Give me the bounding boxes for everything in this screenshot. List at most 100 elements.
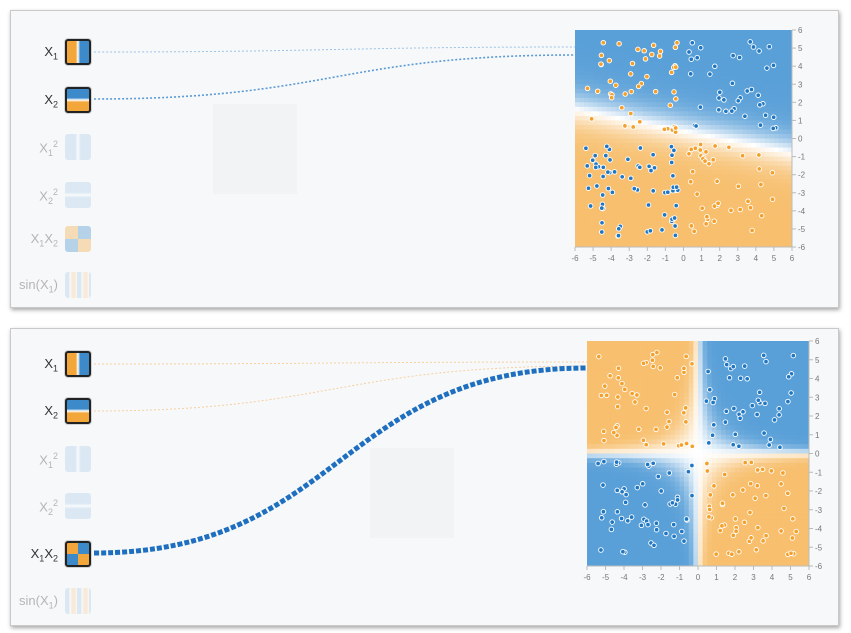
heatmap-cell xyxy=(698,355,704,361)
feature-toggle-x2[interactable] xyxy=(65,87,91,113)
heatmap-cell xyxy=(605,472,611,478)
heatmap-cell xyxy=(656,392,662,398)
heatmap-cell xyxy=(769,174,775,180)
feature-toggle-x1x2[interactable] xyxy=(65,226,91,252)
heatmap-cell xyxy=(728,237,734,244)
feature-toggle-x1[interactable] xyxy=(65,39,91,65)
heatmap-cell xyxy=(773,143,780,149)
feature-toggle-sin[interactable] xyxy=(65,272,91,298)
heatmap-cell xyxy=(670,519,676,525)
heatmap-cell xyxy=(620,161,626,167)
heatmap-cell xyxy=(593,79,599,85)
heatmap-cell xyxy=(693,556,699,562)
heatmap-cell xyxy=(769,133,775,140)
heatmap-cell xyxy=(767,537,773,544)
heatmap-cell xyxy=(647,416,653,422)
heatmap-cell xyxy=(728,30,734,36)
heatmap-cell xyxy=(746,156,752,162)
heatmap-cell xyxy=(642,70,648,76)
heatmap-cell xyxy=(716,434,722,441)
heatmap-cell xyxy=(782,138,789,144)
heatmap-cell xyxy=(611,156,617,162)
heatmap-cell xyxy=(742,161,748,167)
heatmap-cell xyxy=(721,453,727,459)
heatmap-cell xyxy=(710,52,716,58)
x-tick-label: -3 xyxy=(626,254,634,263)
heatmap-cell xyxy=(721,458,727,464)
heatmap-cell xyxy=(628,444,634,450)
heatmap-cell xyxy=(804,491,809,497)
data-point xyxy=(714,178,720,185)
heatmap-cell xyxy=(638,129,644,135)
heatmap-cell xyxy=(679,359,685,366)
heatmap-cell xyxy=(799,378,805,384)
feature-toggle-x2sq[interactable] xyxy=(65,182,91,208)
heatmap-cell xyxy=(799,355,805,361)
heatmap-cell xyxy=(706,143,712,149)
heatmap-cell xyxy=(591,378,597,384)
heatmap-cell xyxy=(737,115,743,122)
heatmap-cell xyxy=(620,133,626,140)
heatmap-cell xyxy=(702,373,708,380)
heatmap-cell xyxy=(611,233,617,239)
heatmap-cell xyxy=(751,88,757,94)
heatmap-cell xyxy=(637,444,644,450)
heatmap-cell xyxy=(665,350,671,356)
heatmap-cell xyxy=(593,133,599,140)
heatmap-cell xyxy=(588,188,594,194)
heatmap-cell xyxy=(688,551,694,558)
heatmap-cell xyxy=(679,556,685,562)
feature-toggle-x1x2[interactable] xyxy=(65,541,91,567)
heatmap-cell xyxy=(710,93,716,99)
heatmap-cell xyxy=(702,355,708,361)
heatmap-cell xyxy=(772,528,778,534)
data-point xyxy=(622,123,628,129)
heatmap-cell xyxy=(588,84,594,90)
feature-toggle-x1sq[interactable] xyxy=(65,446,91,472)
heatmap-cell xyxy=(724,147,730,153)
feature-toggle-x2sq[interactable] xyxy=(65,493,91,519)
heatmap-cell xyxy=(762,509,768,516)
heatmap-cell xyxy=(674,537,681,544)
heatmap-cell xyxy=(587,341,593,347)
heatmap-cell xyxy=(751,224,757,230)
heatmap-cell xyxy=(633,97,639,103)
heatmap-cell xyxy=(665,219,671,225)
feature-toggle-x1sq[interactable] xyxy=(65,134,91,160)
heatmap-cell xyxy=(710,192,716,198)
heatmap-cell xyxy=(670,551,676,558)
heatmap-cell xyxy=(665,174,671,180)
heatmap-cell xyxy=(778,75,784,81)
heatmap-cell xyxy=(748,467,755,473)
heatmap-cell xyxy=(597,197,603,203)
heatmap-cell xyxy=(584,188,590,194)
heatmap-cell xyxy=(584,120,590,126)
heatmap-cell xyxy=(674,434,681,441)
heatmap-cell xyxy=(597,66,603,72)
heatmap-cell xyxy=(656,514,662,520)
heatmap-cell xyxy=(692,115,698,122)
heatmap-cell xyxy=(804,519,809,525)
heatmap-cell xyxy=(778,233,784,239)
heatmap-cell xyxy=(620,43,626,49)
heatmap-cell xyxy=(787,183,792,189)
heatmap-cell xyxy=(692,237,698,244)
heatmap-cell xyxy=(737,228,743,235)
heatmap-cell xyxy=(764,192,770,198)
heatmap-cell xyxy=(651,420,657,426)
feature-toggle-x2[interactable] xyxy=(65,398,91,424)
feature-toggle-sin[interactable] xyxy=(65,588,91,614)
data-point xyxy=(691,228,697,235)
heatmap-cell xyxy=(778,34,784,40)
heatmap-cell xyxy=(674,345,681,351)
heatmap-cell xyxy=(744,551,750,558)
heatmap-cell xyxy=(619,505,625,511)
feature-toggle-x1[interactable] xyxy=(65,351,91,377)
heatmap-cell xyxy=(742,52,748,58)
heatmap-cell xyxy=(715,75,721,81)
heatmap-cell xyxy=(728,215,734,221)
heatmap-cell xyxy=(758,514,764,520)
heatmap-cell xyxy=(781,383,787,389)
heatmap-cell xyxy=(715,115,721,122)
heatmap-cell xyxy=(633,30,639,36)
